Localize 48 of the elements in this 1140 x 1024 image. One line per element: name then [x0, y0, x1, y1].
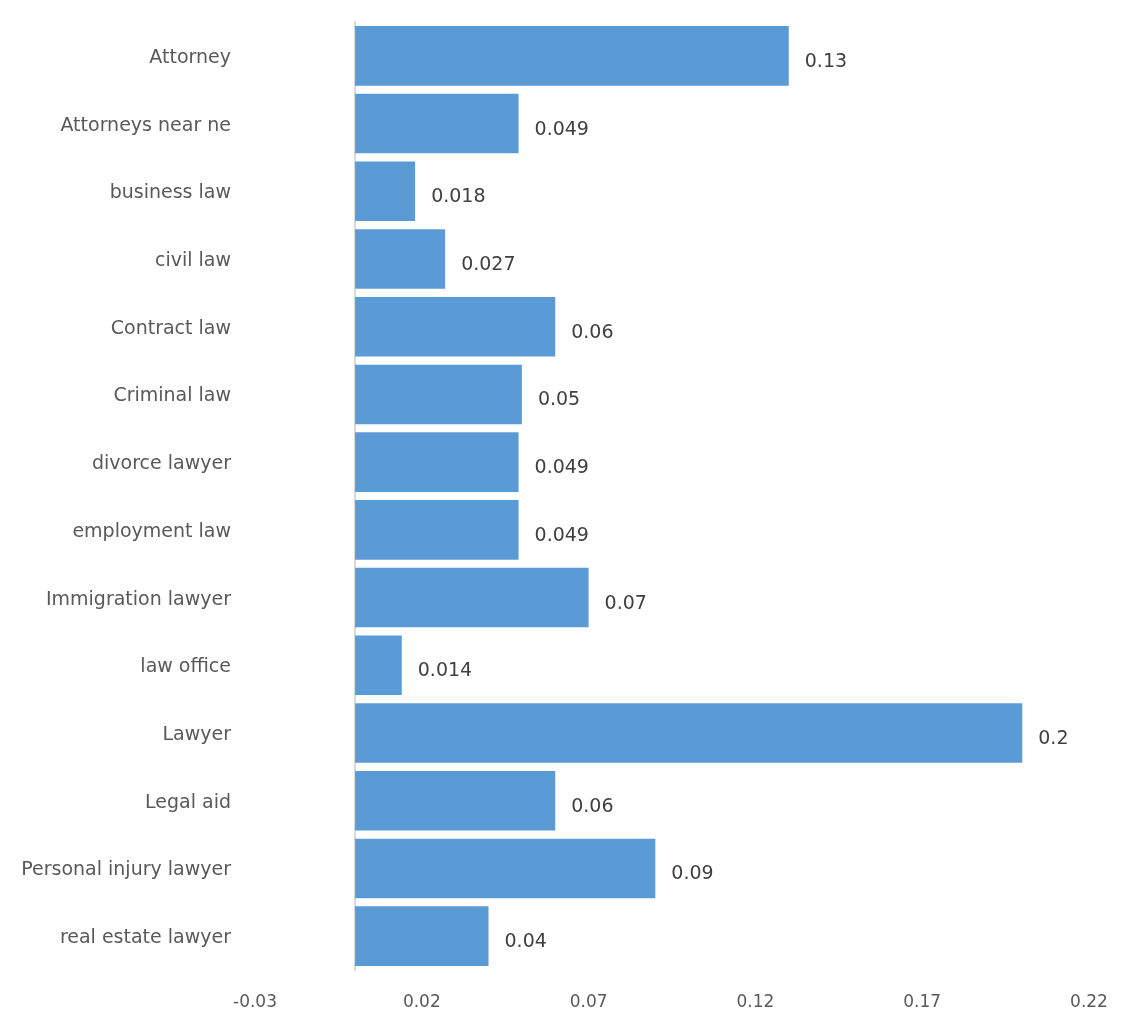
y-tick-label: law office — [140, 654, 231, 677]
y-tick-label: employment law — [72, 518, 231, 541]
data-label: 0.05 — [537, 387, 581, 410]
bar — [355, 703, 1023, 763]
bar — [355, 161, 416, 222]
y-tick-label: divorce lawyer — [92, 451, 232, 474]
data-label: 0.049 — [534, 522, 589, 545]
bar — [355, 26, 789, 86]
y-tick-label: Lawyer — [162, 722, 232, 744]
x-tick-label: -0.03 — [233, 990, 277, 1011]
y-tick-label: Immigration lawyer — [45, 586, 232, 609]
y-tick-label: Attorneys near ne — [60, 112, 231, 135]
bar — [355, 567, 589, 628]
x-tick-label: 0.17 — [903, 990, 942, 1011]
data-label: 0.04 — [504, 929, 547, 952]
data-label: 0.018 — [431, 184, 486, 207]
y-tick-label: Criminal law — [113, 383, 231, 406]
y-tick-label: real estate lawyer — [59, 925, 232, 948]
data-label: 0.014 — [417, 658, 473, 681]
y-tick-label: Personal injury lawyer — [21, 857, 232, 880]
data-label: 0.06 — [571, 319, 614, 342]
data-label: 0.2 — [1038, 726, 1069, 748]
data-label: 0.13 — [804, 48, 848, 71]
data-label: 0.09 — [671, 861, 714, 884]
y-tick-label: Legal aid — [145, 789, 231, 812]
bar — [355, 635, 402, 696]
x-tick-label: 0.22 — [1070, 990, 1108, 1011]
bar — [355, 364, 522, 425]
bar — [355, 770, 556, 831]
bar — [355, 93, 519, 154]
bar — [355, 229, 446, 289]
bar — [355, 432, 519, 492]
data-label: 0.027 — [461, 252, 516, 274]
x-tick-label: 0.02 — [402, 990, 441, 1011]
data-label: 0.049 — [534, 455, 589, 478]
bar — [355, 500, 519, 560]
y-tick-label: Attorney — [149, 44, 231, 67]
x-tick-label: 0.12 — [736, 990, 775, 1011]
y-tick-label: Contract law — [110, 315, 231, 338]
y-tick-label: business law — [109, 180, 231, 203]
x-tick-label: 0.07 — [569, 990, 608, 1011]
data-label: 0.049 — [534, 116, 589, 139]
y-tick-label: civil law — [154, 248, 231, 270]
data-label: 0.07 — [604, 590, 647, 613]
bar — [355, 838, 656, 899]
bar — [355, 296, 556, 357]
data-label: 0.06 — [571, 793, 614, 816]
bar — [355, 906, 489, 966]
